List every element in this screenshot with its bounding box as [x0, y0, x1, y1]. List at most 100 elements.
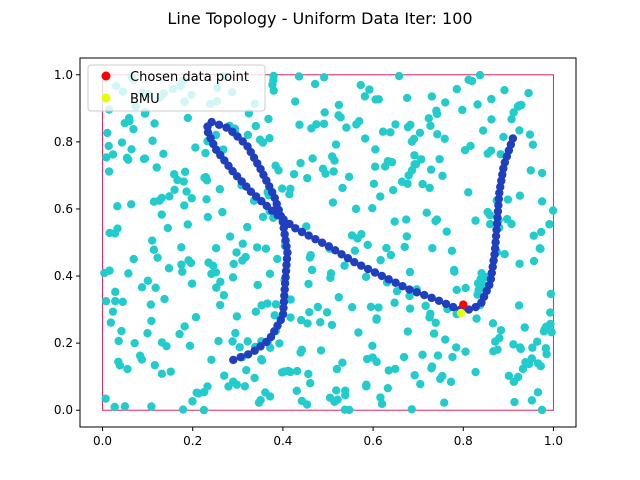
data-point — [402, 232, 412, 241]
data-point — [215, 300, 225, 310]
data-point — [435, 154, 444, 164]
data-point — [177, 260, 186, 269]
data-point — [220, 371, 229, 380]
data-point — [185, 341, 195, 351]
data-point — [515, 259, 524, 268]
data-point — [383, 157, 393, 166]
neuron-node — [493, 207, 503, 216]
data-point — [461, 347, 470, 356]
data-point — [421, 301, 430, 311]
data-point — [328, 198, 338, 207]
neuron-node — [317, 238, 327, 247]
data-point — [546, 289, 556, 299]
data-point — [110, 402, 119, 412]
neuron-node — [391, 278, 400, 287]
data-point — [537, 168, 547, 178]
data-point — [440, 398, 449, 407]
data-point — [499, 132, 508, 142]
data-point — [253, 280, 262, 290]
x-tick-label: 1.0 — [544, 434, 563, 448]
data-point — [123, 364, 132, 374]
data-point — [341, 390, 350, 400]
data-point — [464, 188, 473, 197]
neuron-node — [492, 225, 501, 235]
neuron-node — [377, 271, 387, 281]
data-point — [514, 101, 524, 110]
data-point — [118, 297, 127, 307]
neuron-node — [491, 238, 500, 247]
data-point — [146, 300, 156, 309]
data-point — [425, 183, 434, 193]
neuron-layer — [203, 117, 518, 365]
data-point — [424, 114, 433, 123]
data-point — [265, 269, 275, 279]
data-points-layer — [100, 70, 558, 415]
data-point — [111, 296, 120, 306]
data-point — [429, 329, 439, 338]
data-point — [187, 279, 197, 288]
data-point — [416, 379, 425, 389]
data-point — [255, 135, 265, 144]
data-point — [117, 138, 127, 147]
data-point — [191, 313, 201, 322]
data-point — [316, 346, 326, 355]
data-point — [528, 140, 538, 149]
data-point — [515, 191, 525, 200]
data-point — [446, 377, 456, 387]
data-point — [525, 130, 535, 139]
bounds-layer — [102, 74, 554, 411]
data-point — [307, 265, 317, 275]
data-point — [391, 120, 400, 129]
neuron-node — [267, 206, 277, 215]
data-point — [537, 405, 547, 415]
data-point — [321, 169, 330, 178]
x-tick-label: 0.6 — [364, 434, 383, 448]
data-point — [273, 254, 282, 264]
data-point — [487, 115, 496, 124]
data-point — [232, 312, 242, 321]
data-point — [504, 371, 514, 381]
data-point — [322, 308, 332, 317]
data-point — [157, 193, 166, 203]
data-point — [124, 269, 133, 278]
neuron-node — [214, 120, 224, 130]
data-point — [152, 163, 161, 172]
data-point — [422, 208, 431, 217]
data-point — [240, 382, 250, 391]
neuron-node — [279, 297, 289, 307]
data-point — [264, 114, 273, 124]
neuron-node — [331, 246, 340, 255]
data-point — [368, 203, 377, 213]
data-point — [114, 357, 123, 366]
data-point — [175, 329, 184, 339]
data-point — [366, 302, 376, 312]
neuron-node — [441, 299, 451, 309]
data-point — [441, 335, 450, 344]
neuron-node — [464, 305, 474, 314]
data-point — [178, 405, 188, 414]
data-point — [186, 258, 196, 268]
data-point — [502, 214, 512, 224]
x-tick-label: 0.0 — [93, 434, 112, 448]
data-bounds-rect — [102, 74, 554, 411]
data-point — [529, 231, 538, 240]
data-point — [405, 267, 415, 277]
data-point — [329, 167, 338, 176]
data-point — [143, 329, 152, 338]
data-point — [533, 388, 543, 397]
data-point — [338, 358, 347, 367]
data-point — [147, 316, 156, 326]
data-point — [485, 210, 495, 220]
data-point — [102, 153, 111, 162]
data-point — [391, 364, 400, 374]
data-point — [313, 302, 323, 312]
data-point — [180, 167, 190, 177]
data-point — [200, 173, 209, 182]
data-point — [180, 322, 189, 331]
neuron-node — [490, 244, 500, 253]
data-point — [225, 232, 235, 241]
data-point — [409, 134, 419, 144]
data-point — [427, 92, 437, 101]
data-point — [407, 405, 416, 414]
